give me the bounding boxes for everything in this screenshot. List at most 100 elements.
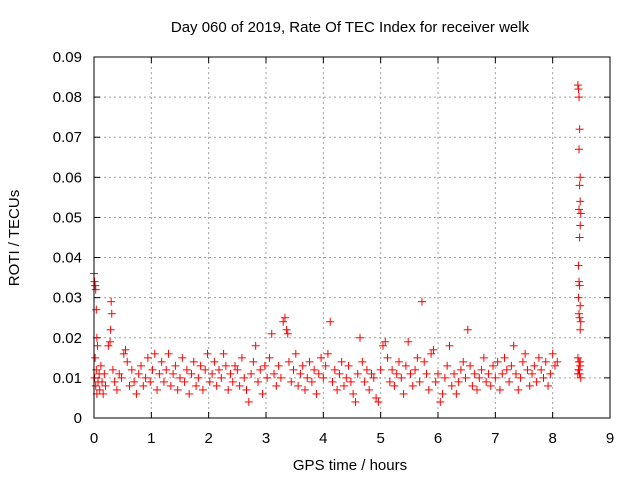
data-point — [575, 233, 584, 242]
data-point — [127, 365, 136, 374]
data-point — [576, 357, 585, 366]
data-point — [164, 349, 173, 358]
x-tick-label: 9 — [606, 430, 614, 447]
y-tick-label: 0.08 — [53, 89, 82, 106]
data-point — [90, 373, 99, 382]
data-point — [521, 349, 530, 358]
data-point — [576, 301, 585, 310]
data-point — [507, 361, 516, 370]
data-point — [192, 381, 201, 390]
data-point — [171, 361, 180, 370]
data-point — [319, 373, 328, 382]
data-point — [575, 93, 584, 102]
data-point — [328, 377, 337, 386]
data-point — [253, 377, 262, 386]
data-point — [429, 345, 438, 354]
data-point — [575, 277, 584, 286]
data-point — [472, 385, 481, 394]
data-point — [541, 357, 550, 366]
data-point — [374, 397, 383, 406]
x-tick-label: 6 — [434, 430, 442, 447]
data-point — [500, 353, 509, 362]
data-point — [502, 365, 511, 374]
data-point — [267, 329, 276, 338]
data-point — [360, 377, 369, 386]
data-point — [573, 81, 582, 90]
data-point — [217, 373, 226, 382]
data-point — [575, 309, 584, 318]
plot-border — [93, 56, 611, 419]
data-point — [381, 337, 390, 346]
data-point — [399, 389, 408, 398]
data-point — [108, 365, 117, 374]
data-point — [117, 373, 126, 382]
data-point — [404, 337, 413, 346]
data-point — [176, 373, 184, 382]
data-point — [107, 297, 116, 306]
data-point — [312, 389, 321, 398]
data-point — [574, 261, 583, 270]
data-point — [214, 365, 223, 374]
data-point — [548, 349, 557, 358]
data-point — [351, 397, 360, 406]
data-point — [212, 381, 221, 390]
data-point — [235, 381, 244, 390]
data-point — [505, 377, 514, 386]
data-point — [534, 353, 543, 362]
data-point — [342, 373, 351, 382]
data-point — [263, 373, 272, 382]
data-point — [518, 357, 527, 366]
x-tick-label: 4 — [319, 430, 327, 447]
data-point — [376, 365, 385, 374]
data-point — [159, 377, 168, 386]
data-point — [173, 385, 182, 394]
data-point — [274, 361, 283, 370]
data-point — [553, 357, 562, 366]
data-point — [310, 365, 319, 374]
data-point — [251, 341, 260, 350]
x-tick-label: 0 — [90, 430, 98, 447]
data-point — [344, 361, 353, 370]
data-point — [157, 357, 166, 366]
chart-title: Day 060 of 2019, Rate Of TEC Index for r… — [171, 19, 530, 36]
data-point — [576, 209, 585, 218]
data-point — [321, 361, 330, 370]
y-tick-label: 0.07 — [53, 129, 82, 146]
data-point — [413, 353, 422, 362]
data-point — [125, 381, 134, 390]
data-point — [284, 357, 293, 366]
data-point — [408, 381, 417, 390]
data-point — [185, 389, 194, 398]
data-point — [307, 377, 316, 386]
data-point — [530, 361, 539, 370]
data-point — [482, 377, 491, 386]
data-point — [249, 357, 258, 366]
data-point — [110, 377, 119, 386]
data-point — [123, 357, 132, 366]
data-point — [150, 349, 159, 358]
data-point — [498, 369, 507, 378]
data-point — [406, 369, 415, 378]
data-point — [573, 369, 582, 378]
data-point — [511, 369, 520, 378]
data-point — [237, 353, 246, 362]
data-point — [258, 389, 267, 398]
data-point — [452, 389, 461, 398]
data-point — [226, 369, 235, 378]
data-point — [104, 341, 113, 350]
data-point — [438, 389, 447, 398]
data-point — [523, 365, 532, 374]
data-point — [450, 369, 459, 378]
data-point — [576, 317, 585, 326]
data-point — [532, 377, 541, 386]
data-point — [575, 281, 584, 290]
y-tick-label: 0.01 — [53, 370, 82, 387]
grid-lines — [94, 57, 610, 418]
data-point — [574, 85, 583, 94]
data-point — [459, 357, 468, 366]
data-point — [372, 393, 381, 402]
data-point — [106, 325, 115, 334]
data-point — [141, 373, 150, 382]
data-point — [291, 349, 300, 358]
